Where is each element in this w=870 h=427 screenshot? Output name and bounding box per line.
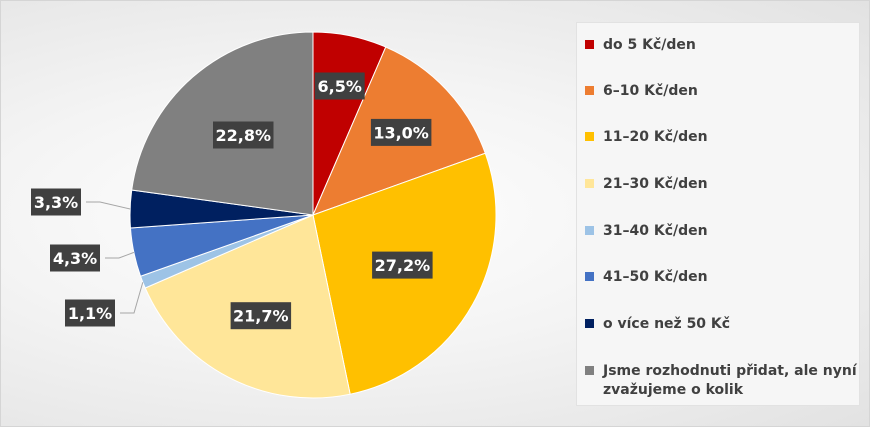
data-label-2: 13,0%: [373, 123, 429, 142]
data-label-box-1: [314, 72, 365, 100]
leader-line-5: [120, 282, 144, 314]
legend-swatch-1: [585, 40, 594, 49]
pie-data-labels: 6,5% 13,0% 27,2% 21,7% 1,1% 4,3% 3,3% 22,8%: [31, 72, 433, 330]
legend: do 5 Kč/den 6–10 Kč/den 11–20 Kč/den 21–…: [576, 22, 860, 406]
legend-label-1: do 5 Kč/den: [603, 37, 696, 53]
pie-chart: 6,5% 13,0% 27,2% 21,7% 1,1% 4,3% 3,3% 22,8%: [31, 31, 497, 399]
legend-swatch-5: [585, 226, 594, 235]
legend-swatch-7: [585, 319, 594, 328]
data-label-box-8: [213, 121, 274, 149]
data-label-box-6: [50, 244, 100, 272]
data-label-8: 22,8%: [216, 126, 272, 145]
data-label-box-4: [230, 302, 292, 330]
legend-label-2: 6–10 Kč/den: [603, 83, 698, 99]
data-label-box-2: [370, 118, 432, 146]
legend-label-8: Jsme rozhodnuti přidat, ale nyní zvažuje…: [603, 363, 857, 398]
legend-swatch-3: [585, 132, 594, 141]
legend-label-6: 41–50 Kč/den: [603, 269, 708, 285]
legend-label-7: o více než 50 Kč: [603, 316, 731, 332]
data-label-5: 1,1%: [68, 304, 112, 323]
data-label-box-7: [31, 188, 81, 216]
legend-label-3: 11–20 Kč/den: [603, 129, 708, 145]
legend-swatch-4: [585, 179, 594, 188]
legend-label-4: 21–30 Kč/den: [603, 176, 708, 192]
data-label-box-5: [65, 299, 115, 327]
data-label-box-3: [372, 251, 433, 279]
leader-line-7: [86, 201, 131, 210]
legend-label-5: 31–40 Kč/den: [603, 223, 708, 239]
data-label-7: 3,3%: [34, 193, 78, 212]
data-label-1: 6,5%: [318, 77, 362, 96]
pie-slices: [129, 31, 497, 399]
data-label-3: 27,2%: [375, 256, 431, 275]
legend-swatch-8: [585, 366, 594, 375]
legend-swatch-2: [585, 86, 594, 95]
leader-line-6: [105, 251, 135, 259]
data-label-4: 21,7%: [233, 307, 289, 326]
legend-swatch-6: [585, 272, 594, 281]
data-label-6: 4,3%: [53, 249, 97, 268]
